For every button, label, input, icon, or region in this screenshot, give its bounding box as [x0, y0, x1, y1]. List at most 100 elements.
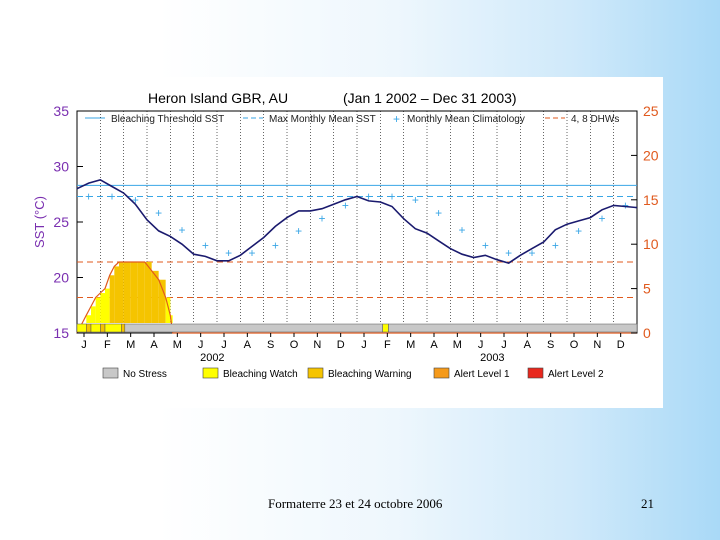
dhw-bar: [137, 261, 145, 323]
legend-dhw-label: 4, 8 DHWs: [571, 114, 619, 125]
y-left-tick-label: 15: [53, 325, 69, 341]
climatology-point: +: [435, 206, 442, 220]
stress-band-segment: [388, 323, 638, 333]
month-tick-label: M: [173, 339, 182, 351]
legend-stress-label: Alert Level 2: [548, 369, 604, 380]
month-tick-label: J: [221, 339, 227, 351]
climatology-point: +: [85, 189, 92, 203]
legend-climatology-label: Monthly Mean Climatology: [407, 114, 525, 125]
dhw-bar: [86, 315, 91, 323]
climatology-point: +: [528, 246, 535, 260]
dhw-bar: [151, 270, 159, 323]
sst-line: [76, 178, 638, 264]
climatology-point: +: [178, 223, 185, 237]
y-right-tick-label: 0: [643, 325, 651, 341]
stress-band-segment: [382, 323, 389, 333]
dhw-bar: [119, 261, 124, 323]
climatology-point: +: [412, 193, 419, 207]
month-tick-label: D: [337, 339, 345, 351]
climatology-point: +: [622, 198, 629, 212]
slide-footer: Formaterre 23 et 24 octobre 2006: [268, 496, 443, 511]
month-tick-label: J: [81, 339, 87, 351]
climatology-point: +: [155, 206, 162, 220]
climatology-point: +: [552, 238, 559, 252]
y-left-tick-label: 25: [53, 214, 69, 230]
year-label: 2002: [200, 352, 224, 364]
y-left-tick-label: 30: [53, 159, 69, 175]
chart-title: Heron Island GBR, AU: [148, 90, 288, 106]
month-tick-label: O: [290, 339, 299, 351]
dhw-bar: [170, 315, 173, 323]
legend-stress-swatch: [102, 367, 119, 379]
stress-band-segment: [124, 323, 383, 333]
stress-band-segment: [86, 323, 92, 333]
y-right-tick-label: 20: [643, 147, 659, 163]
month-tick-label: S: [547, 339, 554, 351]
climatology-point: +: [295, 224, 302, 238]
legend-climatology-swatch: +: [393, 112, 400, 126]
climatology-point: +: [272, 238, 279, 252]
chart-panel: Heron Island GBR, AU (Jan 1 2002 – Dec 31…: [25, 77, 663, 408]
month-tick-label: A: [430, 339, 438, 351]
climatology-point: +: [365, 189, 372, 203]
month-tick-label: N: [593, 339, 601, 351]
legend-stress-swatch: [433, 367, 450, 379]
y-right-tick-label: 5: [643, 281, 651, 297]
sst-dhw-chart: Heron Island GBR, AU (Jan 1 2002 – Dec 31…: [32, 90, 659, 380]
dhw-bar: [144, 261, 152, 323]
month-tick-label: A: [524, 339, 532, 351]
y-left-axis-title: SST (°C): [32, 196, 47, 248]
month-tick-label: J: [501, 339, 507, 351]
legend-stress-label: Alert Level 1: [454, 369, 510, 380]
y-right-tick-label: 25: [643, 103, 659, 119]
climatology-point: +: [458, 223, 465, 237]
stress-band-segment: [104, 323, 122, 333]
legend-stress-label: No Stress: [123, 369, 167, 380]
stress-band-segment: [100, 323, 106, 333]
legend-stress-label: Bleaching Watch: [223, 369, 298, 380]
stress-band-segment: [76, 323, 87, 333]
dhw-bar: [95, 297, 101, 323]
climatology-point: +: [598, 212, 605, 226]
y-right-tick-label: 10: [643, 236, 659, 252]
month-tick-label: F: [384, 339, 391, 351]
y-left-tick-label: 20: [53, 270, 69, 286]
month-tick-label: N: [313, 339, 321, 351]
legend-stress-swatch: [307, 367, 324, 379]
dhw-bar: [91, 306, 96, 323]
dhw-bar: [105, 288, 110, 323]
climatology-point: +: [575, 224, 582, 238]
legend-stress-swatch: [202, 367, 219, 379]
year-label: 2003: [480, 352, 504, 364]
stress-band-segment: [90, 323, 101, 333]
legend-threshold-label: Bleaching Threshold SST: [111, 114, 224, 125]
month-tick-label: M: [453, 339, 462, 351]
month-tick-label: J: [361, 339, 367, 351]
dhw-bar: [158, 279, 166, 323]
chart-date-range: (Jan 1 2002 – Dec 31 2003): [343, 90, 517, 106]
page-number: 21: [641, 496, 654, 511]
y-left-tick-label: 35: [53, 103, 69, 119]
month-tick-label: A: [150, 339, 158, 351]
legend-stress-label: Bleaching Warning: [328, 369, 412, 380]
climatology-point: +: [225, 246, 232, 260]
climatology-point: +: [342, 198, 349, 212]
dhw-bar: [100, 293, 105, 323]
climatology-point: +: [318, 212, 325, 226]
dhw-bar: [114, 266, 119, 323]
month-tick-label: A: [244, 339, 252, 351]
climatology-point: +: [132, 193, 139, 207]
climatology-point: +: [108, 189, 115, 203]
dhw-line: [76, 261, 637, 334]
dhw-bar: [165, 297, 171, 323]
month-tick-label: F: [104, 339, 111, 351]
month-tick-label: M: [406, 339, 415, 351]
stress-band-segment: [121, 323, 126, 333]
month-tick-label: D: [617, 339, 625, 351]
month-tick-label: S: [267, 339, 274, 351]
y-right-tick-label: 15: [643, 192, 659, 208]
dhw-bar: [123, 261, 131, 323]
climatology-point: +: [482, 238, 489, 252]
month-tick-label: O: [570, 339, 579, 351]
month-tick-label: J: [478, 339, 484, 351]
